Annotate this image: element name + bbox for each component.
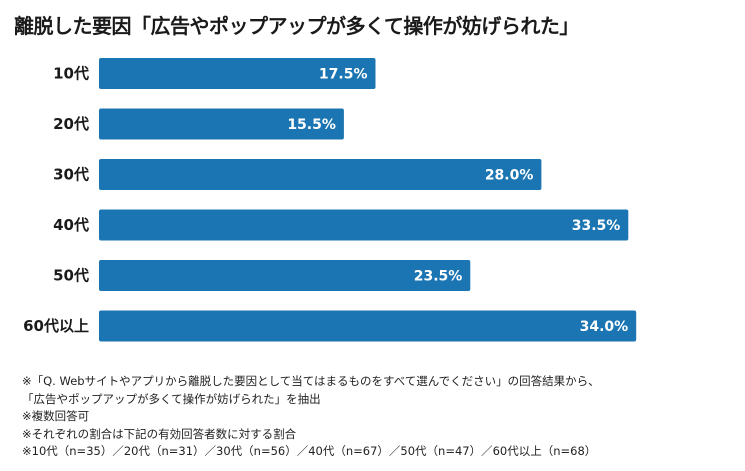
category-label: 60代以上	[23, 317, 89, 335]
value-label: 17.5%	[319, 67, 368, 83]
bar	[99, 260, 471, 291]
footnote-line: ※10代（n=35）／20代（n=31）／30代（n=56）／40代（n=67）…	[22, 444, 597, 458]
chart-title: 離脱した要因「広告やポップアップが多くて操作が妨げられた」	[14, 14, 579, 38]
value-label: 23.5%	[414, 269, 463, 285]
category-label: 50代	[53, 267, 89, 285]
bar	[99, 108, 344, 140]
footnote-line: ※複数回答可	[22, 409, 90, 423]
footnote-line: ※「Q. Webサイトやアプリから離脱した要因として当てはまるものをすべて選んで…	[22, 374, 600, 388]
category-label: 10代	[53, 65, 89, 83]
category-label: 40代	[53, 216, 89, 234]
bar	[99, 209, 629, 241]
footnotes: ※「Q. Webサイトやアプリから離脱した要因として当てはまるものをすべて選んで…	[22, 373, 737, 461]
bar	[99, 159, 542, 190]
bar-chart: 10代 17.5% 20代 15.5% 30代 28.0% 40代 33.5% 50代 23.5%…	[23, 58, 637, 342]
value-label: 34.0%	[580, 319, 629, 335]
value-label: 33.5%	[572, 218, 621, 234]
category-label: 20代	[53, 115, 89, 133]
value-label: 15.5%	[287, 117, 336, 133]
value-label: 28.0%	[485, 168, 534, 184]
footnote-line: ※それぞれの割合は下記の有効回答者数に対する割合	[22, 426, 297, 441]
footnote-line: 「広告やポップアップが多くて操作が妨げられた」を抽出	[22, 391, 321, 406]
bar	[99, 310, 637, 342]
bar	[99, 58, 376, 89]
category-label: 30代	[53, 166, 89, 184]
